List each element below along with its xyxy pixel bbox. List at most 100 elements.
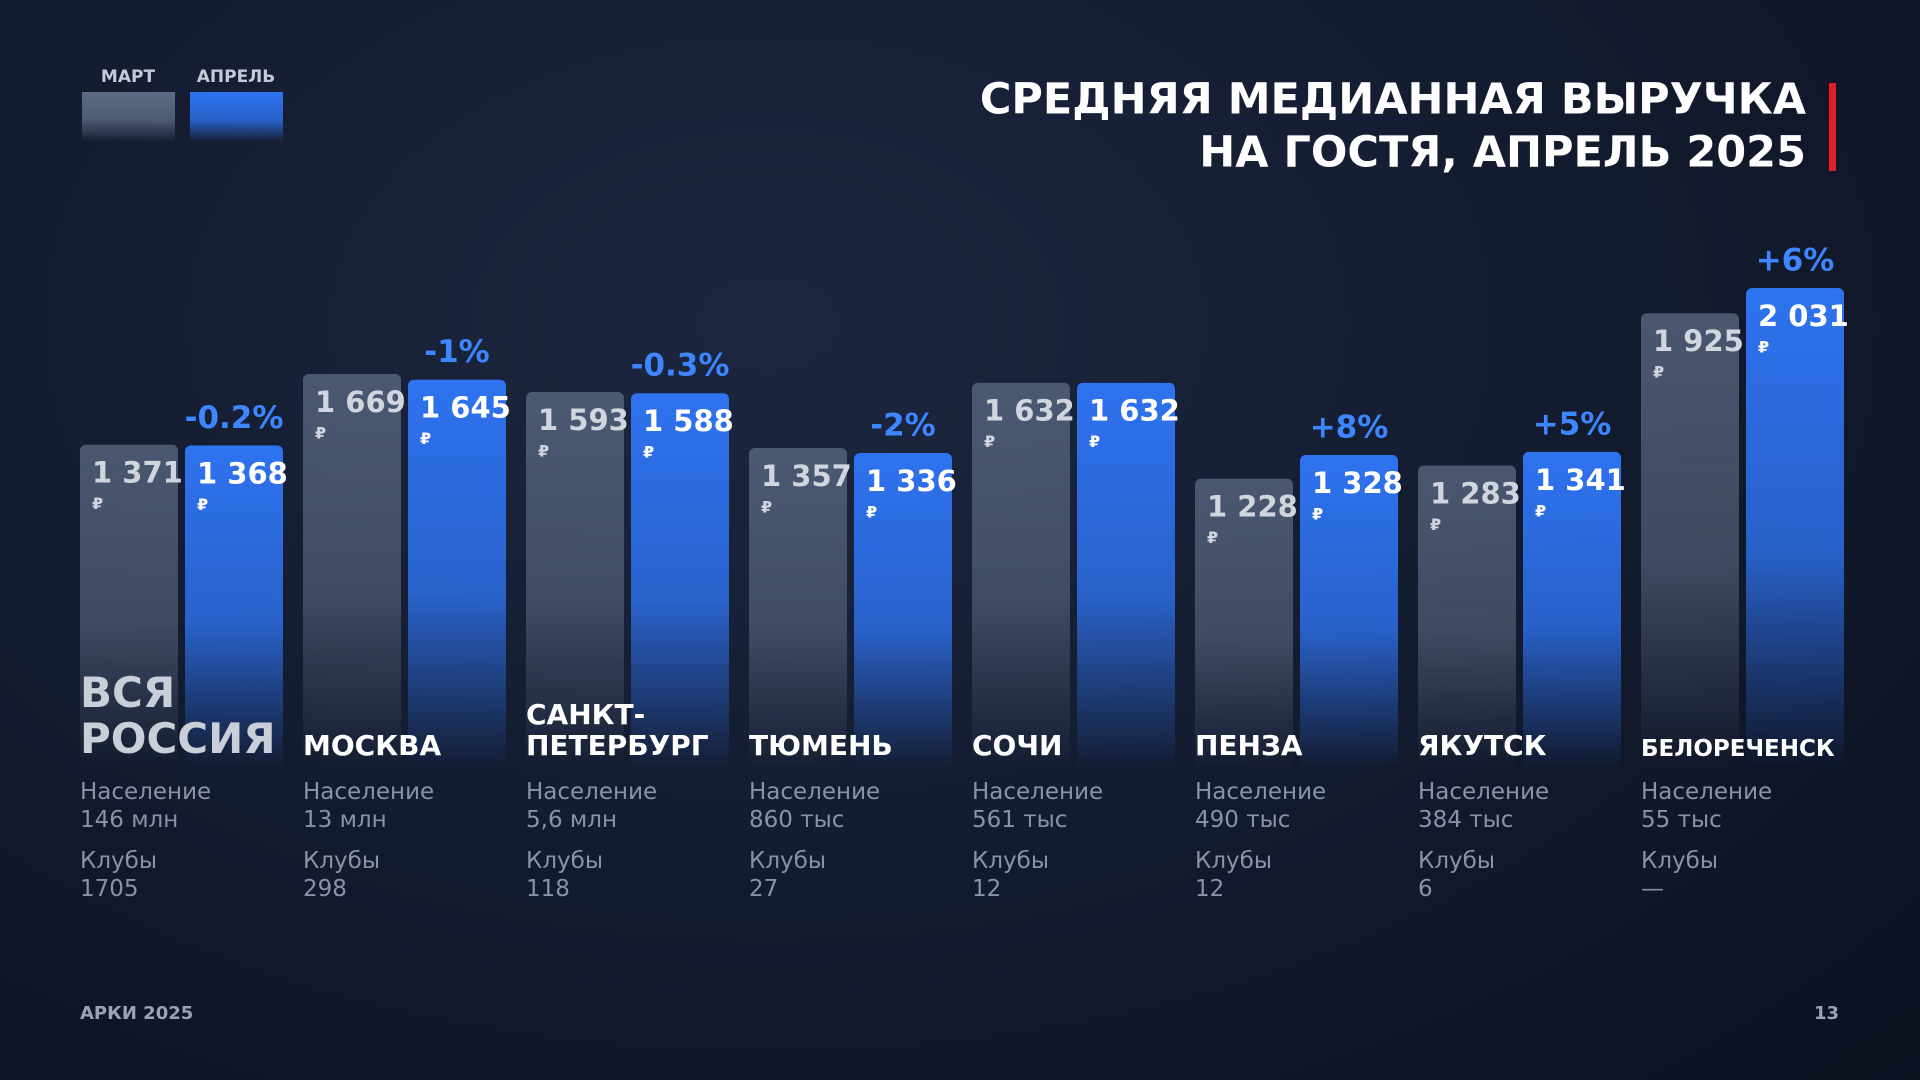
legend-swatch <box>82 92 175 142</box>
currency: ₽ <box>1653 363 1664 382</box>
population-value: 384 тыс <box>1418 807 1514 833</box>
clubs-value: 27 <box>749 876 779 902</box>
clubs-value: 12 <box>1195 876 1225 902</box>
bar <box>631 393 729 770</box>
category-label: ТЮМЕНЬ <box>749 729 893 763</box>
population-label: Население <box>1641 779 1773 805</box>
bar <box>185 445 283 770</box>
clubs-label: Клубы <box>303 848 380 874</box>
currency: ₽ <box>1207 528 1218 547</box>
value-label: 1 593 <box>538 403 629 437</box>
population-label: Население <box>303 779 435 805</box>
population-value: 860 тыс <box>749 807 845 833</box>
population-label: Население <box>1418 779 1550 805</box>
category-label: БЕЛОРЕЧЕНСК <box>1641 735 1835 762</box>
value-label: 2 031 <box>1758 299 1849 333</box>
population-label: Население <box>1195 779 1327 805</box>
legend-label: МАРТ <box>101 67 156 87</box>
value-label: 1 632 <box>984 394 1075 428</box>
population-label: Население <box>972 779 1104 805</box>
bar <box>854 452 952 770</box>
population-label: Население <box>80 779 212 805</box>
title: НА ГОСТЯ, АПРЕЛЬ 2025 <box>1199 128 1806 178</box>
value-label: 1 632 <box>1089 394 1180 428</box>
clubs-label: Клубы <box>1418 848 1495 874</box>
currency: ₽ <box>315 423 326 442</box>
change-label: -0.2% <box>185 400 284 436</box>
population-label: Население <box>749 779 881 805</box>
value-label: 1 328 <box>1312 466 1403 500</box>
clubs-label: Клубы <box>749 848 826 874</box>
value-label: 1 336 <box>866 464 957 498</box>
currency: ₽ <box>197 495 208 514</box>
bar <box>749 447 847 770</box>
value-label: 1 368 <box>197 456 288 490</box>
bar <box>1746 288 1844 770</box>
category-label: СОЧИ <box>972 729 1063 763</box>
category-label: МОСКВА <box>303 729 442 763</box>
change-label: +6% <box>1756 243 1835 279</box>
clubs-value: 118 <box>526 876 570 902</box>
legend-label: АПРЕЛЬ <box>197 67 276 87</box>
category-label: ЯКУТСК <box>1418 729 1547 763</box>
clubs-label: Клубы <box>80 848 157 874</box>
page-number: 13 <box>1814 1003 1839 1024</box>
currency: ₽ <box>643 443 654 462</box>
population-value: 55 тыс <box>1641 807 1722 833</box>
change-label: -1% <box>424 334 490 370</box>
currency: ₽ <box>420 429 431 448</box>
clubs-label: Клубы <box>1195 848 1272 874</box>
bar <box>1641 313 1739 770</box>
clubs-value: — <box>1641 876 1664 902</box>
currency: ₽ <box>92 494 103 513</box>
change-label: +8% <box>1310 409 1389 445</box>
change-label: +5% <box>1533 406 1612 442</box>
currency: ₽ <box>1430 515 1441 534</box>
value-label: 1 341 <box>1535 463 1626 497</box>
clubs-value: 12 <box>972 876 1002 902</box>
value-label: 1 925 <box>1653 324 1744 358</box>
currency: ₽ <box>538 441 549 460</box>
currency: ₽ <box>1089 432 1100 451</box>
value-label: 1 357 <box>761 459 852 493</box>
bar <box>303 373 401 770</box>
value-label: 1 669 <box>315 385 406 419</box>
change-label: -0.3% <box>631 348 730 384</box>
clubs-label: Клубы <box>1641 848 1718 874</box>
legend-swatch <box>190 92 283 142</box>
title: СРЕДНЯЯ МЕДИАННАЯ ВЫРУЧКА <box>980 75 1807 125</box>
clubs-value: 298 <box>303 876 347 902</box>
bar <box>1300 454 1398 770</box>
population-value: 146 млн <box>80 807 179 833</box>
clubs-value: 6 <box>1418 876 1433 902</box>
bar <box>972 382 1070 770</box>
bar <box>1523 451 1621 770</box>
bar <box>1195 478 1293 770</box>
population-value: 5,6 млн <box>526 807 617 833</box>
bar <box>1418 465 1516 770</box>
currency: ₽ <box>761 497 772 516</box>
value-label: 1 645 <box>420 391 511 425</box>
bar <box>408 379 506 770</box>
change-label: -2% <box>870 407 936 443</box>
category-label: САНКТ-ПЕТЕРБУРГ <box>526 698 709 763</box>
bar <box>80 444 178 770</box>
currency: ₽ <box>1758 338 1769 357</box>
footer: АРКИ 2025 <box>80 1003 193 1024</box>
currency: ₽ <box>1312 504 1323 523</box>
population-label: Население <box>526 779 658 805</box>
bar <box>526 391 624 770</box>
title-accent <box>1829 83 1836 171</box>
population-value: 13 млн <box>303 807 387 833</box>
value-label: 1 283 <box>1430 477 1521 511</box>
clubs-label: Клубы <box>972 848 1049 874</box>
value-label: 1 588 <box>643 404 734 438</box>
population-value: 561 тыс <box>972 807 1068 833</box>
currency: ₽ <box>1535 501 1546 520</box>
value-label: 1 228 <box>1207 490 1298 524</box>
currency: ₽ <box>866 502 877 521</box>
clubs-value: 1705 <box>80 876 139 902</box>
category-label: ПЕНЗА <box>1195 729 1303 763</box>
